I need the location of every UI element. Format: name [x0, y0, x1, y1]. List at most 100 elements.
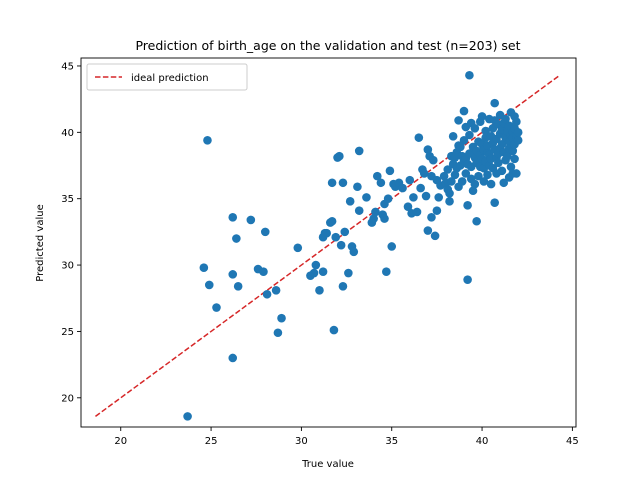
data-point	[497, 166, 507, 176]
data-point	[271, 285, 281, 295]
data-point	[228, 270, 238, 279]
data-point	[423, 145, 433, 154]
y-tick-label: 20	[61, 393, 74, 404]
data-point	[430, 231, 440, 241]
data-point	[383, 194, 393, 203]
x-axis-ticks: 20 25 30 35 40 45	[114, 427, 579, 447]
data-point	[497, 139, 507, 149]
data-point	[322, 228, 331, 238]
data-point	[486, 179, 496, 189]
x-tick-label: 30	[295, 436, 308, 447]
data-point	[340, 227, 350, 237]
data-point	[468, 186, 478, 196]
data-point	[472, 216, 481, 226]
data-point	[293, 243, 303, 253]
data-point	[463, 275, 472, 284]
data-point	[403, 202, 413, 211]
data-point	[259, 267, 268, 277]
ideal-line-layer	[95, 74, 561, 417]
data-point	[372, 171, 382, 181]
legend-box	[86, 63, 248, 91]
data-point	[246, 215, 256, 225]
data-point	[228, 353, 238, 363]
data-point	[398, 183, 407, 193]
data-point	[369, 214, 378, 223]
data-point	[380, 214, 389, 223]
data-point	[311, 260, 321, 270]
y-tick-label: 45	[61, 61, 74, 72]
data-point	[465, 130, 474, 140]
data-point	[470, 124, 480, 133]
data-point	[459, 135, 469, 145]
data-point	[327, 216, 337, 226]
data-point	[421, 191, 431, 201]
data-point	[477, 112, 487, 121]
data-point	[512, 117, 521, 127]
data-point	[345, 197, 355, 206]
data-point	[450, 170, 460, 180]
data-point	[354, 146, 364, 156]
data-point	[419, 169, 429, 178]
plot-area	[80, 57, 577, 428]
data-point	[309, 268, 319, 278]
data-point	[376, 178, 386, 188]
data-point	[335, 151, 344, 161]
y-tick-label: 40	[61, 128, 74, 139]
x-tick-label: 35	[385, 436, 398, 447]
data-point	[338, 178, 348, 188]
data-point	[331, 232, 341, 242]
data-point	[512, 169, 521, 178]
data-point	[479, 177, 489, 186]
data-point	[423, 226, 433, 235]
data-point	[459, 106, 469, 116]
data-point	[414, 133, 424, 142]
data-point	[203, 135, 212, 145]
data-point	[508, 146, 518, 156]
data-point	[457, 177, 467, 186]
data-point	[387, 242, 397, 251]
data-point	[481, 126, 490, 136]
y-axis-ticks: 20 25 30 35 40 45	[61, 61, 81, 404]
data-point	[474, 171, 483, 181]
data-point	[183, 412, 192, 421]
x-tick-label: 40	[476, 436, 489, 447]
data-point	[228, 212, 238, 222]
data-point	[463, 201, 472, 210]
data-point	[494, 158, 503, 168]
data-point	[434, 193, 444, 202]
data-point	[513, 128, 523, 137]
data-point	[199, 263, 209, 273]
data-point	[349, 247, 359, 257]
data-point	[273, 328, 283, 338]
data-point	[338, 282, 348, 291]
y-tick-label: 35	[61, 194, 74, 205]
data-point	[490, 198, 500, 207]
data-point	[233, 282, 243, 291]
data-point	[262, 289, 272, 299]
data-point	[506, 162, 516, 172]
y-tick-label: 25	[61, 327, 74, 338]
data-point	[465, 70, 474, 80]
data-point	[327, 178, 337, 188]
data-point	[353, 182, 362, 192]
data-point	[445, 197, 454, 206]
data-point	[432, 206, 442, 215]
data-point	[277, 313, 286, 323]
data-point	[315, 285, 324, 295]
data-point	[445, 189, 454, 198]
data-point	[318, 267, 328, 277]
data-point	[439, 171, 449, 181]
data-point	[329, 325, 339, 335]
data-point	[454, 116, 463, 125]
plot-frame	[80, 57, 577, 428]
data-point	[409, 193, 418, 202]
data-point	[382, 267, 391, 277]
data-point	[443, 165, 453, 174]
data-point	[385, 166, 395, 176]
data-point	[416, 183, 425, 193]
chart-title: Prediction of birth_age on the validatio…	[135, 38, 520, 53]
legend: ideal prediction	[86, 63, 248, 91]
data-point	[362, 193, 371, 202]
